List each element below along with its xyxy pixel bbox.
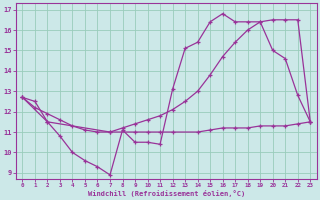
X-axis label: Windchill (Refroidissement éolien,°C): Windchill (Refroidissement éolien,°C): [88, 190, 245, 197]
